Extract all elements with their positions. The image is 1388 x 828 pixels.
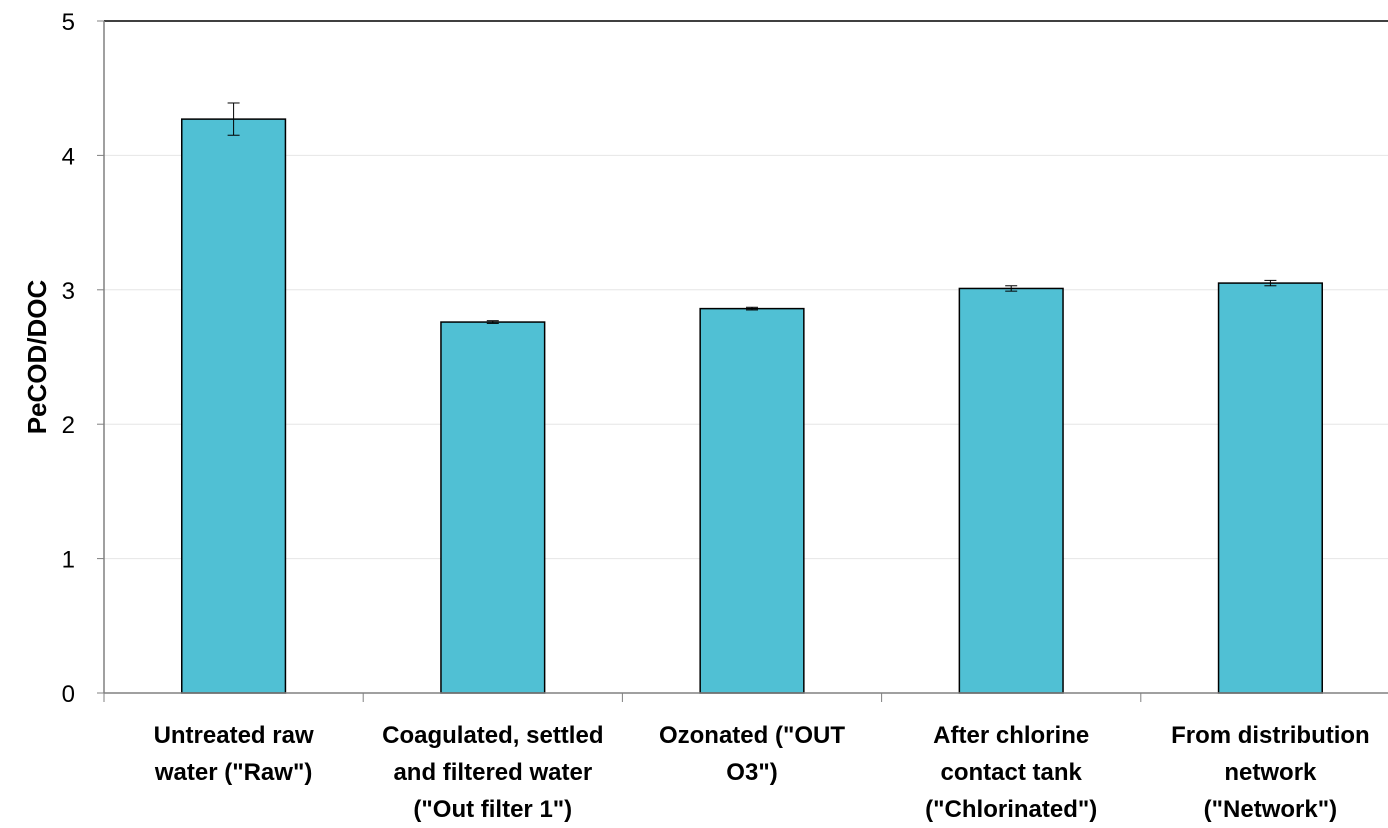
bars <box>181 118 1323 694</box>
x-category-label-line: water ("Raw") <box>154 759 312 786</box>
error-bars <box>227 102 1277 324</box>
x-category-label: Coagulated, settled and filtered water ("O… <box>382 722 603 823</box>
x-category-label: After chlorine contact tank ("Chlorinated"… <box>925 722 1097 823</box>
x-category-label: From distribution network ("Network") <box>1171 722 1370 823</box>
x-category-label-line: From distribution <box>1171 722 1370 749</box>
x-category-label-line: network <box>1224 759 1317 786</box>
bar <box>699 307 805 694</box>
bar <box>958 287 1064 694</box>
y-axis-title: PeCOD/DOC <box>22 279 52 434</box>
x-category-label-line: contact tank <box>941 759 1083 786</box>
axes <box>97 20 1388 702</box>
x-category-label-line: Ozonated ("OUT <box>659 722 845 749</box>
x-category-label-line: and filtered water <box>393 759 592 786</box>
x-category-label-line: ("Out filter 1") <box>413 796 572 823</box>
x-category-label-line: ("Network") <box>1204 796 1337 823</box>
y-tick-label: 4 <box>62 143 75 170</box>
y-tick-label: 2 <box>62 412 75 439</box>
x-category-label-line: Coagulated, settled <box>382 722 603 749</box>
x-category-label: Ozonated ("OUT O3") <box>659 722 845 786</box>
y-tick-label: 0 <box>62 681 75 708</box>
x-category-label-line: O3") <box>726 759 777 786</box>
x-category-label-line: Untreated raw <box>154 722 314 749</box>
y-tick-label: 3 <box>62 278 75 305</box>
x-category-label: Untreated raw water ("Raw") <box>154 722 314 786</box>
bar <box>181 118 287 694</box>
x-category-label-line: After chlorine <box>933 722 1089 749</box>
y-tick-label: 5 <box>62 9 75 36</box>
y-tick-label: 1 <box>62 547 75 574</box>
bar <box>440 321 546 694</box>
bar <box>1217 282 1323 694</box>
x-category-label-line: ("Chlorinated") <box>925 796 1097 823</box>
labels: 0 1 2 3 4 5 Untreated raw water ("Raw") Coagulat… <box>62 9 1370 823</box>
